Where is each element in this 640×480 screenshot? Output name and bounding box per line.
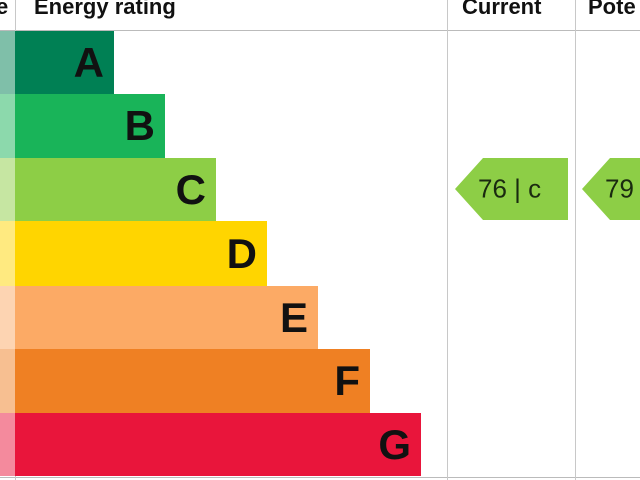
band-label: C [175,165,206,213]
potential-rating-label: 79 [605,173,634,204]
band-label: B [124,102,155,149]
band-bar-a: A [15,31,114,94]
current-rating-label: 76 | c [478,173,542,204]
band-bar-f: F [15,349,370,413]
header-score: e [0,0,9,19]
col-divider-current [447,0,448,480]
band-label: G [378,420,411,468]
band-bar-b: B [15,94,165,158]
band-bar-d: D [15,221,267,286]
potential-rating-arrow: 79 [582,158,640,220]
band-tint-a [0,31,15,94]
band-tint-c [0,158,15,221]
band-label: E [279,293,308,341]
band-tint-d [0,221,15,286]
band-bar-g: G [15,413,421,476]
header-potential: Pote [588,0,636,19]
band-bar-c: C [15,158,216,221]
band-tint-g [0,413,15,476]
header-divider [0,30,640,31]
header-energy-rating: Energy rating [34,0,176,19]
band-bar-e: E [15,286,318,349]
band-tint-f [0,349,15,413]
band-tint-b [0,94,15,158]
current-rating-arrow: 76 | c [455,158,568,220]
band-label: F [334,357,360,404]
col-divider-potential [575,0,576,480]
header-current: Current [462,0,542,19]
band-label: D [226,229,257,277]
band-label: A [73,38,104,86]
bottom-divider [0,477,640,478]
band-tint-e [0,286,15,349]
